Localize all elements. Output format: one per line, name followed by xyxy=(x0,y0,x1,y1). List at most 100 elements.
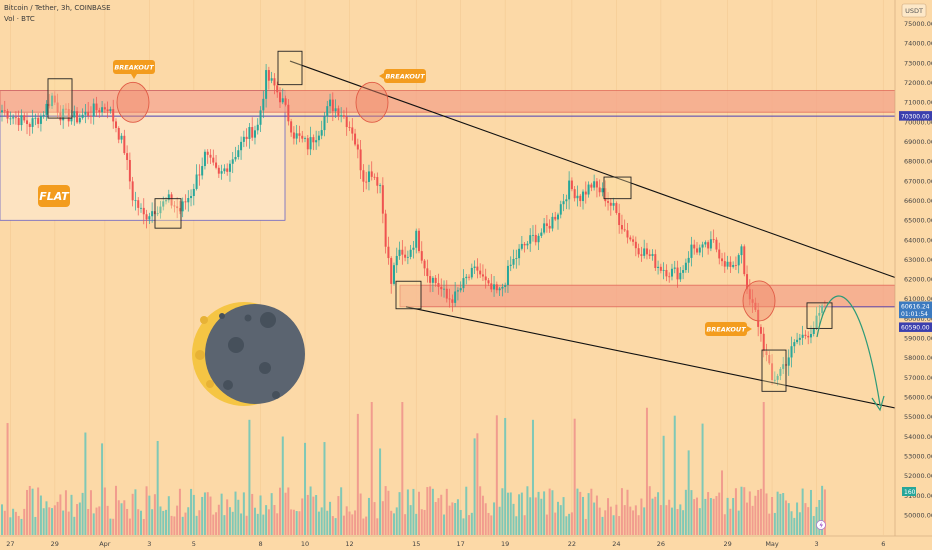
volume-bar xyxy=(790,511,793,535)
volume-bar xyxy=(809,489,812,535)
candle-body xyxy=(506,265,509,286)
candle-body xyxy=(454,291,457,303)
time-tick-label: 6 xyxy=(881,540,885,548)
candle-body xyxy=(718,249,721,259)
volume-bar xyxy=(331,516,334,535)
volume-bar xyxy=(801,488,804,535)
volume-bar xyxy=(784,500,787,535)
candle-body xyxy=(259,110,262,125)
candle-body xyxy=(140,207,142,209)
candle-body xyxy=(470,267,473,278)
volume-bar xyxy=(687,450,690,535)
volume-bar xyxy=(320,507,323,535)
candle-body xyxy=(540,232,543,236)
volume-bar xyxy=(612,515,615,535)
candle-body xyxy=(20,115,23,126)
price-tick-label: 55000.00 xyxy=(904,413,932,421)
volume-bar xyxy=(618,516,621,535)
volume-bar xyxy=(468,515,471,535)
candle-body xyxy=(645,248,648,255)
price-label: 60590.00 xyxy=(901,325,930,332)
candle-body xyxy=(620,225,623,230)
volume-bar xyxy=(815,506,818,535)
price-tick-label: 68000.00 xyxy=(904,158,932,166)
candle-body xyxy=(231,159,234,164)
candle-body xyxy=(732,265,735,267)
candle-body xyxy=(167,194,170,201)
volume-bar xyxy=(295,511,298,535)
moon-crater xyxy=(206,380,214,388)
moon-crater xyxy=(195,350,205,360)
time-axis-panel xyxy=(0,536,932,550)
candle-body xyxy=(693,244,696,249)
candle-body xyxy=(404,254,407,258)
candle-body xyxy=(76,111,79,123)
volume-bar xyxy=(381,501,384,535)
volume-bar xyxy=(465,486,468,535)
volume-bar xyxy=(493,502,496,535)
volume-bar xyxy=(540,498,543,535)
candle-body xyxy=(654,254,657,269)
volume-bar xyxy=(198,510,201,535)
volume-bar xyxy=(762,402,765,535)
volume-bar xyxy=(520,492,523,535)
candle-body xyxy=(128,159,131,182)
volume-bar xyxy=(23,508,26,535)
moon-crater xyxy=(259,362,271,374)
currency-label[interactable]: USDT xyxy=(905,7,923,15)
volume-bar xyxy=(776,491,779,535)
candle-body xyxy=(387,246,390,259)
price-label: 70300.00 xyxy=(901,113,930,120)
highlight-box xyxy=(277,50,303,86)
candle-body xyxy=(665,269,668,277)
candle-body xyxy=(190,196,193,199)
candle-body xyxy=(729,261,732,267)
time-tick-label: Apr xyxy=(99,540,111,548)
volume-bar xyxy=(201,496,204,535)
highlight-box xyxy=(603,176,632,200)
candle-body xyxy=(545,223,548,226)
candle-body xyxy=(234,156,237,160)
candle-body xyxy=(117,128,120,140)
volume-bar xyxy=(209,496,212,535)
candle-body xyxy=(445,288,448,299)
volume-bar xyxy=(140,510,142,535)
volume-bar xyxy=(693,499,696,535)
volume-bar xyxy=(537,491,540,535)
volume-bar xyxy=(156,440,159,535)
price-tick-label: 60000.00 xyxy=(904,315,932,323)
candle-body xyxy=(373,176,376,178)
volume-bar xyxy=(748,491,751,535)
candle-body xyxy=(523,243,526,246)
volume-bar xyxy=(721,470,724,535)
volume-bar xyxy=(165,509,168,535)
candle-body xyxy=(743,246,746,275)
volume-bar xyxy=(176,505,179,535)
candle-body xyxy=(768,355,771,364)
volume-bar xyxy=(740,486,743,535)
volume-bar xyxy=(287,487,290,535)
candle-body xyxy=(106,109,109,112)
volume-bar xyxy=(548,488,551,535)
candle-body xyxy=(184,201,187,203)
currency-box[interactable] xyxy=(901,3,927,18)
candle-body xyxy=(626,230,629,238)
volume-bar xyxy=(131,493,134,535)
candle-body xyxy=(401,249,404,255)
candle-body xyxy=(684,262,687,271)
candle-body xyxy=(534,234,537,243)
price-tick-label: 61000.00 xyxy=(904,295,932,303)
candle-body xyxy=(501,286,504,289)
volume-bar xyxy=(112,518,115,535)
candle-body xyxy=(565,199,568,202)
volume-bar xyxy=(771,496,774,535)
volume-bar xyxy=(648,486,651,535)
volume-bar xyxy=(340,487,343,535)
candle-body xyxy=(390,258,393,284)
volume-bar xyxy=(234,491,237,535)
volume-bar xyxy=(818,500,821,535)
candle-body xyxy=(465,276,468,279)
volume-bar xyxy=(632,510,635,535)
time-tick-label: 29 xyxy=(723,540,731,548)
